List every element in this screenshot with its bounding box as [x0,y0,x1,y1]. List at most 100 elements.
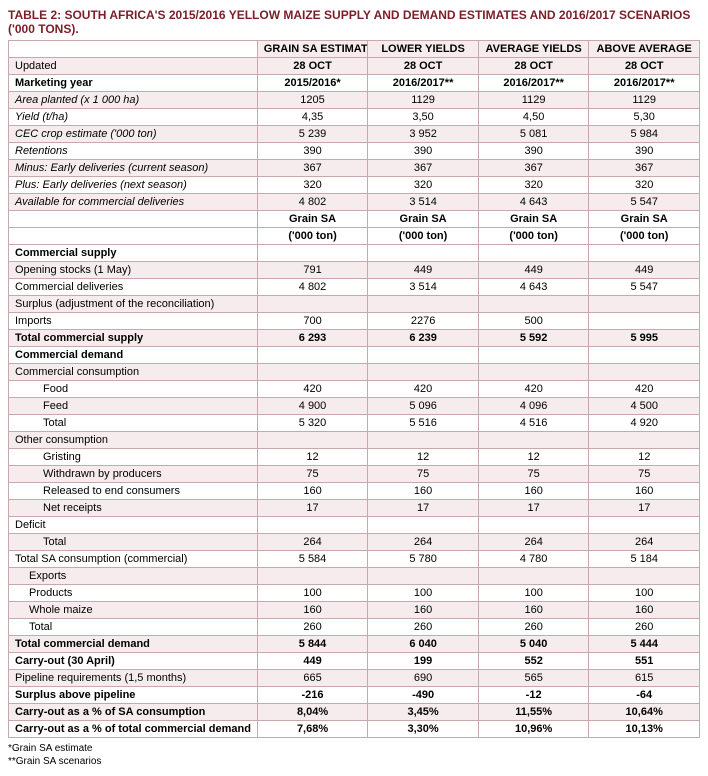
row-value: 4 643 [478,194,589,211]
row-value: 160 [478,483,589,500]
subhead-cell: Grain SA [478,211,589,228]
row-value: 4 500 [589,398,700,415]
row-value: -12 [478,687,589,704]
row-label: Total commercial demand [9,636,258,653]
row-value: 100 [368,585,479,602]
table-row: Total commercial supply6 2936 2395 5925 … [9,330,700,347]
subhead-cell: ('000 ton) [478,228,589,245]
row-label: Released to end consumers [9,483,258,500]
row-value: 390 [589,143,700,160]
row-label: Updated [9,58,258,75]
row-value [478,364,589,381]
row-value: 160 [589,602,700,619]
row-value: 420 [589,381,700,398]
row-value: 390 [368,143,479,160]
row-value: 10,96% [478,721,589,738]
row-value: 367 [478,160,589,177]
row-value [589,245,700,262]
table-title: TABLE 2: SOUTH AFRICA'S 2015/2016 YELLOW… [8,8,700,36]
table-row: Imports7002276500 [9,313,700,330]
row-label: Exports [9,568,258,585]
row-value: 1129 [589,92,700,109]
row-value [368,347,479,364]
row-value [368,432,479,449]
row-value: 5 547 [589,194,700,211]
table-row: Deficit [9,517,700,534]
row-value: 160 [257,483,368,500]
row-value: 260 [257,619,368,636]
table-row: Carry-out as a % of total commercial dem… [9,721,700,738]
table-row: Products100100100100 [9,585,700,602]
row-value: 4,50 [478,109,589,126]
row-value: 367 [257,160,368,177]
table-row: Opening stocks (1 May)791449449449 [9,262,700,279]
row-label: Total [9,534,258,551]
table-row: CEC crop estimate ('000 ton)5 2393 9525 … [9,126,700,143]
row-value: 320 [368,177,479,194]
row-value: 260 [589,619,700,636]
row-value [589,432,700,449]
row-value: 28 OCT [368,58,479,75]
subhead-row: ('000 ton)('000 ton)('000 ton)('000 ton) [9,228,700,245]
table-row: Withdrawn by producers75757575 [9,466,700,483]
table-row: Carry-out (30 April)449199552551 [9,653,700,670]
row-value: 390 [478,143,589,160]
row-value: 2015/2016* [257,75,368,92]
row-value: 367 [368,160,479,177]
row-value [257,347,368,364]
table-row: Marketing year2015/2016*2016/2017**2016/… [9,75,700,92]
table-row: Retentions390390390390 [9,143,700,160]
data-table: GRAIN SA ESTIMATE LOWER YIELDS AVERAGE Y… [8,40,700,738]
row-value: 17 [368,500,479,517]
table-row: Exports [9,568,700,585]
col-header: LOWER YIELDS [368,41,479,58]
table-row: Total5 3205 5164 5164 920 [9,415,700,432]
row-label: Minus: Early deliveries (current season) [9,160,258,177]
row-label: Feed [9,398,258,415]
footnote: **Grain SA scenarios [8,755,700,768]
table-row: Commercial demand [9,347,700,364]
row-label: Deficit [9,517,258,534]
row-label: Commercial demand [9,347,258,364]
table-row: Net receipts17171717 [9,500,700,517]
row-value: 4 096 [478,398,589,415]
row-label: Commercial deliveries [9,279,258,296]
row-value: 4 802 [257,279,368,296]
row-label: Marketing year [9,75,258,92]
table-row: Whole maize160160160160 [9,602,700,619]
row-value [589,517,700,534]
row-value: 690 [368,670,479,687]
table-row: Total commercial demand5 8446 0405 0405 … [9,636,700,653]
row-value: 665 [257,670,368,687]
row-value: 3,30% [368,721,479,738]
row-value [257,432,368,449]
row-value: 449 [368,262,479,279]
row-value: 5 995 [589,330,700,347]
row-value: 2016/2017** [368,75,479,92]
row-value: 5 096 [368,398,479,415]
table-row: Surplus above pipeline-216-490-12-64 [9,687,700,704]
row-value [478,245,589,262]
row-label: Carry-out (30 April) [9,653,258,670]
row-value: 3 514 [368,279,479,296]
row-value [478,568,589,585]
row-value: 264 [589,534,700,551]
row-label: Withdrawn by producers [9,466,258,483]
table-row: Updated28 OCT28 OCT28 OCT28 OCT [9,58,700,75]
table-row: Area planted (x 1 000 ha)120511291129112… [9,92,700,109]
row-value: 4,35 [257,109,368,126]
row-value: 390 [257,143,368,160]
row-value: 28 OCT [257,58,368,75]
table-row: Available for commercial deliveries4 802… [9,194,700,211]
subhead-cell: Grain SA [368,211,479,228]
table-row: Surplus (adjustment of the reconciliatio… [9,296,700,313]
row-value: 3 952 [368,126,479,143]
row-value: 5 040 [478,636,589,653]
row-value: 4 900 [257,398,368,415]
row-label: CEC crop estimate ('000 ton) [9,126,258,143]
row-value: 75 [257,466,368,483]
row-value: 6 040 [368,636,479,653]
row-value [478,347,589,364]
row-value: 2276 [368,313,479,330]
row-value: 17 [589,500,700,517]
